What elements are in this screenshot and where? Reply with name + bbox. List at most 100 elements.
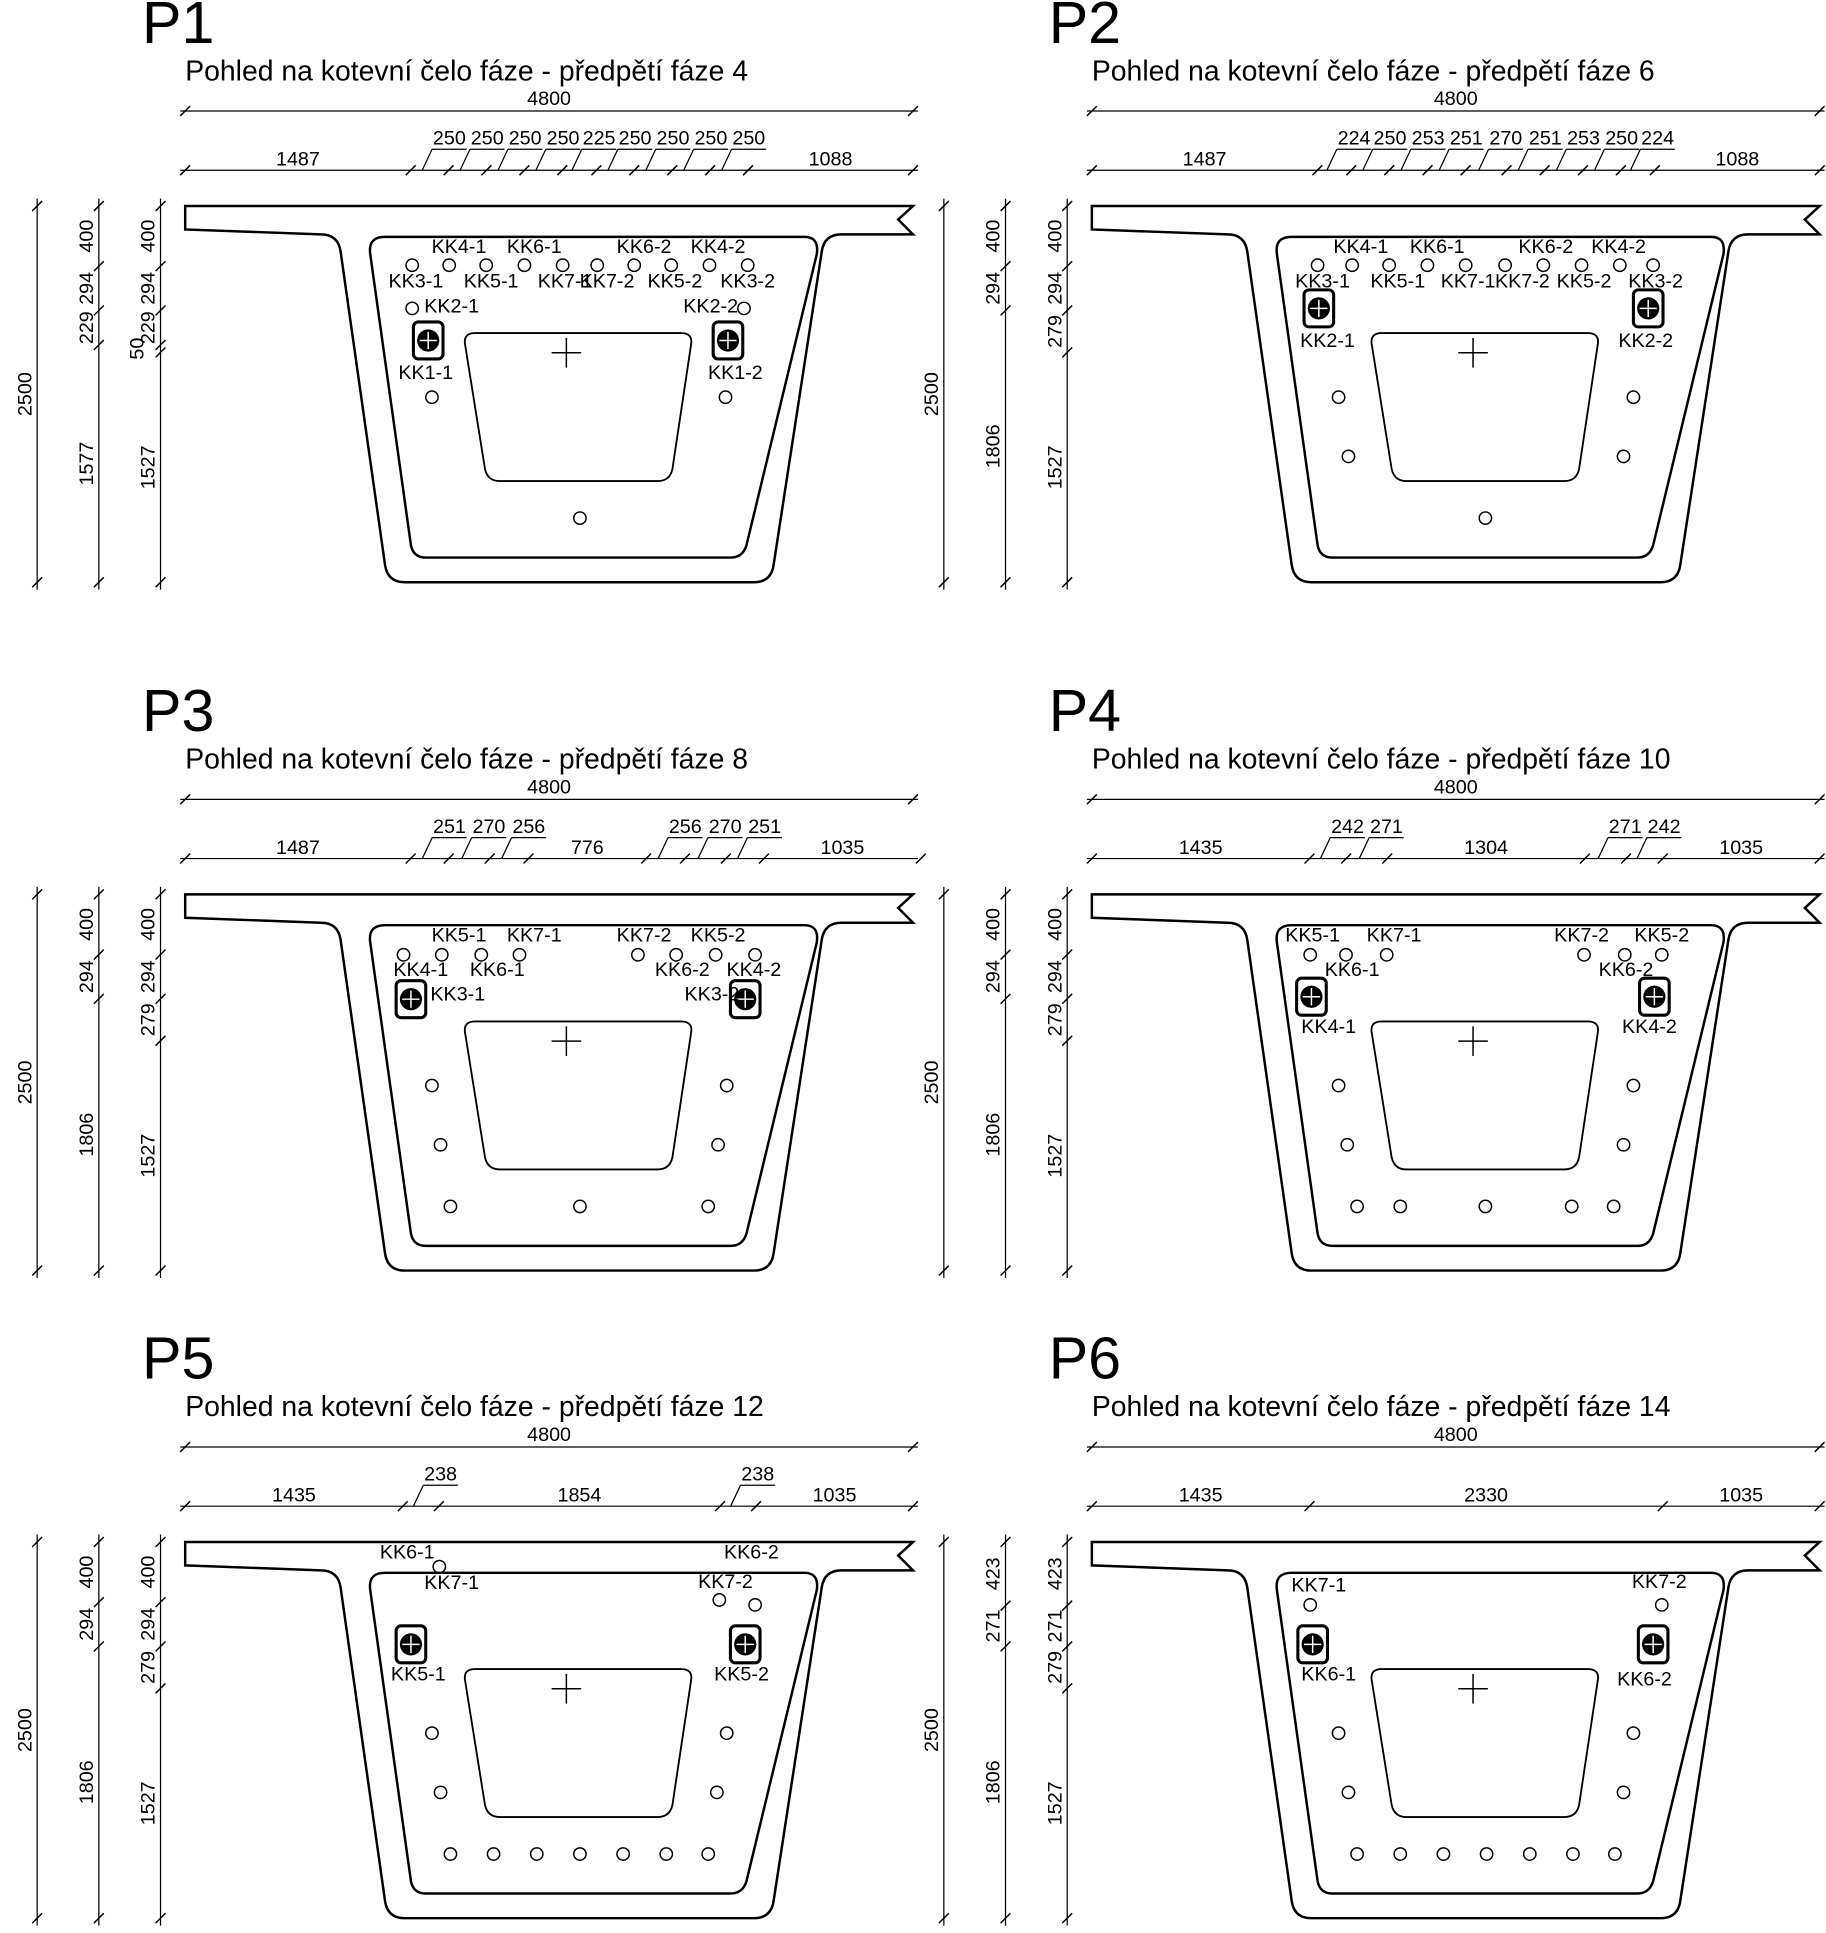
dim-label: 279 <box>138 1651 160 1684</box>
duct <box>434 947 449 962</box>
tendon-label: KK6-1 <box>470 959 525 981</box>
duct <box>740 258 755 273</box>
dim-label: 1854 <box>557 1485 601 1507</box>
dim-label: 270 <box>709 816 742 838</box>
tendon-label: KK4-1 <box>432 236 487 258</box>
dim-leader <box>697 837 709 859</box>
dim-tick <box>155 346 166 358</box>
duct <box>1479 1847 1494 1861</box>
dim-label: 400 <box>983 220 1005 253</box>
dim-label: 294 <box>983 272 1005 305</box>
dim-label: 271 <box>1609 816 1642 838</box>
section-void <box>1370 332 1599 483</box>
section-void <box>1370 1020 1599 1171</box>
duct <box>512 947 527 962</box>
dim-label: 251 <box>748 816 781 838</box>
dim-tick <box>179 793 191 805</box>
dim-label: 294 <box>1044 960 1066 993</box>
duct <box>425 1726 439 1741</box>
dim-label: 1527 <box>138 1781 160 1825</box>
dim-tick <box>938 1536 950 1548</box>
duct <box>1617 947 1632 962</box>
tendon-label: KK6-1 <box>1301 1663 1356 1685</box>
duct <box>709 1785 724 1800</box>
dim-tick <box>1422 164 1434 176</box>
duct <box>1646 258 1661 273</box>
dim-label: 1487 <box>276 837 320 859</box>
tendon-label: KK6-2 <box>1599 959 1654 981</box>
dim-label: 1527 <box>1044 445 1066 489</box>
duct <box>573 1199 587 1214</box>
dim-tick <box>155 1596 166 1608</box>
tendon-label: KK6-2 <box>724 1541 779 1563</box>
section-inner <box>1275 1571 1726 1895</box>
dim-tick <box>1000 200 1011 212</box>
dim-label: 229 <box>138 311 160 344</box>
duct <box>442 258 457 273</box>
dim-label: 1527 <box>138 445 160 489</box>
duct <box>573 511 587 526</box>
dim-tick <box>93 200 105 212</box>
dim-tick <box>1061 1536 1073 1548</box>
dim-label: 1806 <box>983 424 1005 468</box>
section-outline <box>1090 893 1823 1272</box>
dim-tick <box>1061 1640 1073 1652</box>
duct <box>669 947 684 962</box>
dim-leader <box>461 837 473 859</box>
dim-tick <box>1000 1265 1011 1277</box>
dim-label: 250 <box>509 128 542 150</box>
dim-tick <box>179 853 191 865</box>
dim-label: 294 <box>138 1608 160 1641</box>
tendon-label: KK5-1 <box>432 924 487 946</box>
duct <box>659 1847 674 1861</box>
dim-label: 1806 <box>983 1113 1005 1157</box>
dim-tick <box>938 1912 950 1924</box>
tendon-label: KK7-2 <box>1554 924 1609 946</box>
duct <box>702 258 717 273</box>
dim-tick <box>1615 164 1627 176</box>
dim-label: 238 <box>424 1464 457 1486</box>
dim-tick <box>1000 1640 1011 1652</box>
dim-label: 253 <box>1567 128 1600 150</box>
dim-label: 1435 <box>272 1485 316 1507</box>
dim-tick <box>405 853 417 865</box>
dim-tick <box>1000 949 1011 960</box>
tendon-label: KK6-1 <box>1410 236 1465 258</box>
tendon-label: KK2-1 <box>424 295 479 317</box>
dim-leader <box>1629 148 1641 171</box>
dim-label: 1487 <box>1183 149 1227 171</box>
tendon-label: KK4-2 <box>1591 236 1646 258</box>
duct <box>1350 1199 1364 1214</box>
section-inner <box>1275 923 1726 1248</box>
dim-tick <box>31 1912 43 1924</box>
dim-tick <box>155 888 166 900</box>
dim-tick <box>1061 1912 1073 1924</box>
dim-label: 423 <box>983 1557 1005 1590</box>
dim-tick <box>31 200 43 212</box>
dim-leader <box>1517 148 1529 171</box>
dim-extent <box>907 105 919 117</box>
tendon-label: KK5-1 <box>1285 924 1340 946</box>
tendon-label: KK1-1 <box>398 362 453 384</box>
dim-tick <box>1061 260 1073 272</box>
duct <box>711 1137 726 1152</box>
dim-tick <box>518 164 530 176</box>
dim-leader <box>459 148 471 171</box>
dim-tick <box>1000 993 1011 1005</box>
dim-tick <box>938 1265 950 1277</box>
dim-leader <box>657 837 669 859</box>
section-outline <box>1090 1540 1823 1920</box>
duct <box>425 1078 439 1093</box>
tendon-label: KK3-2 <box>685 984 740 1006</box>
dim-label: 1806 <box>76 1113 98 1157</box>
dim-label: 400 <box>76 1556 98 1589</box>
duct <box>425 390 439 405</box>
dim-label: 1035 <box>813 1485 857 1507</box>
dim-tick <box>155 1035 166 1047</box>
dim-label: 50 <box>127 338 149 360</box>
panel-id: P3 <box>142 677 214 744</box>
dim-label: 776 <box>571 837 604 859</box>
tendon-label: KK6-2 <box>617 236 672 258</box>
